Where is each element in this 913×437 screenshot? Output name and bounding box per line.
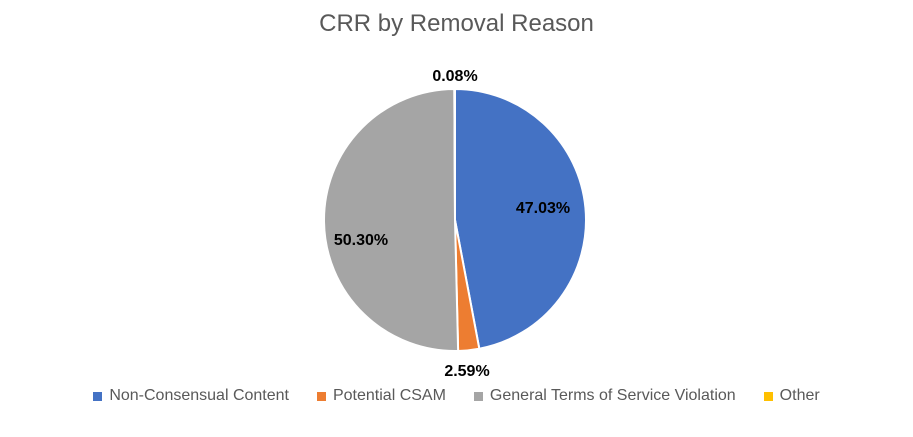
pie-slice-non-consensual-content [454,87,587,350]
chart-title: CRR by Removal Reason [319,10,594,37]
pie-slice-other [453,87,456,221]
legend-label: Potential CSAM [332,387,446,404]
legend-item-other: Other [763,387,820,405]
data-label-general-terms-of-service-violation: 50.30% [334,232,388,249]
legend-item-potential-csam: Potential CSAM [316,387,446,405]
pie-slices [323,87,587,352]
legend-label: Non-Consensual Content [109,387,289,404]
legend-swatch [473,391,483,401]
legend-item-general-terms-of-service-violation: General Terms of Service Violation [473,387,736,405]
pie-slice-general-terms-of-service-violation [323,87,460,352]
legend-label: Other [779,387,820,404]
legend-swatch [93,391,103,401]
data-label-other: 0.08% [432,68,477,85]
legend-label: General Terms of Service Violation [489,387,736,404]
legend-swatch [316,391,326,401]
data-label-non-consensual-content: 47.03% [516,200,570,217]
legend-swatch [763,391,773,401]
chart-legend: Non-Consensual Content Potential CSAM Gene… [0,387,913,405]
pie-data-labels: 47.03% 2.59% 50.30% 0.08% [334,68,570,380]
legend-item-non-consensual-content: Non-Consensual Content [93,387,289,405]
data-label-potential-csam: 2.59% [444,363,489,380]
